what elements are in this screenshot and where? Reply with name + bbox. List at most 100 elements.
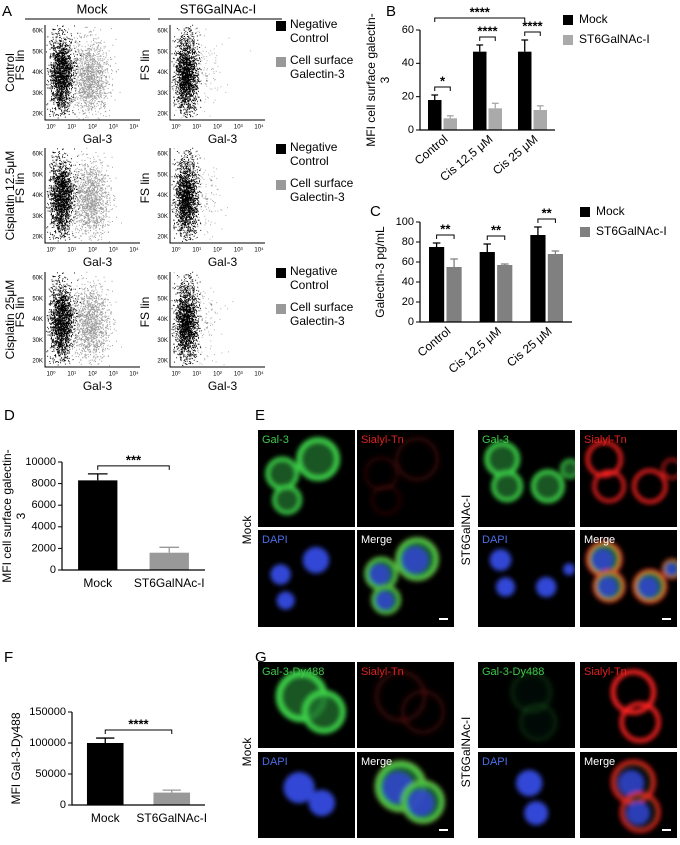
bar [479,252,495,322]
red-membrane [370,484,402,516]
micrograph [478,662,575,748]
plot-axes [44,148,140,244]
y-tick-label: 80 [402,236,414,248]
nucleus [270,564,291,585]
micrograph [357,752,454,838]
micrograph-content [283,772,336,817]
y-tick-label: 30K [32,91,43,97]
x-tick-label: ST6GalNAc-I [134,576,205,590]
nucleus [401,546,429,574]
x-tick-label: 10¹ [192,372,201,378]
y-axis-label-text: MFI cell surface galectin-3 [364,13,392,147]
y-tick-label: 40K [157,317,168,323]
x-tick-label: 10² [88,372,97,378]
row-label: Control [3,53,17,92]
x-tick-label: 10³ [109,248,118,254]
micrograph-content [515,769,549,826]
error-bar [476,44,484,52]
x-axis-label: Gal-3 [208,379,238,393]
channel-label: Merge [584,534,615,546]
bar [443,118,458,130]
y-tick-label: 20 [402,91,414,103]
y-tick-label: 50K [32,296,43,302]
nucleus [302,546,330,574]
nucleus [626,801,651,826]
micrograph-content [484,441,575,504]
legend-entry-text: Negative Control [290,17,338,45]
y-axis-label-group: MFI cell surface galectin-3 [364,13,392,147]
y-tick-label: 20 [402,296,414,308]
y-tick-label: 60K [32,29,43,35]
y-tick-label: 50K [157,296,168,302]
y-tick-label: 4000 [32,521,56,533]
y-tick-label: 2000 [32,542,56,554]
y-axis-label-text: MFI Gal-3-Dy488 [9,712,23,805]
x-tick-label: Cis 12,5 μM [446,324,504,376]
channel-label: DAPI [262,756,288,768]
significance-label: ** [542,205,553,220]
green-membrane [302,690,346,734]
micrograph-content [270,546,330,610]
y-tick-label: 40K [32,193,43,199]
y-axis-label-group: MFI cell surface galectin-3 [0,449,28,582]
red-membrane [370,584,402,616]
y-tick-label: 50K [32,49,43,55]
channel-label: Sialyl-Tn [361,434,404,446]
x-tick-label: 10² [88,248,97,254]
axes [419,222,572,323]
y-tick-label: 20K [157,112,168,118]
y-tick-label: 0 [50,564,56,576]
bar [547,254,564,322]
error-bar [491,102,499,109]
column-header: ST6GalNAc-I [180,1,257,16]
error-bar [431,94,439,100]
x-tick-label: 10¹ [192,125,201,131]
significance-bracket [524,31,541,36]
bar [533,110,548,130]
y-tick-label: 40K [157,193,168,199]
event-dots [46,148,81,242]
bar [517,51,532,130]
y-tick-label: 60K [32,152,43,158]
y-tick-label: 100 [396,216,414,228]
legend-entry-text: Cell surface Galectin-3 [290,53,354,81]
error-bar [446,115,454,119]
y-tick-label: 20K [32,235,43,241]
error-bar [534,226,542,235]
significance-label: **** [470,4,491,19]
legend-swatch [276,180,286,190]
green-membrane [491,470,524,503]
green-signal [521,705,555,739]
y-tick-label: 20K [32,359,43,365]
y-tick-label: 0 [408,316,414,328]
red-membrane [394,536,440,582]
bar [86,743,124,805]
red-membrane [373,669,428,724]
panel-label: D [4,407,15,424]
error-bar [500,263,509,265]
legend-entry: Cell surface Galectin-3 [290,176,353,204]
red-membrane [619,791,661,833]
significance-bracket [537,218,556,223]
panel-label: E [255,407,265,424]
y-tick-label: 0 [408,124,414,136]
event-dots [60,271,122,367]
y-tick-label: 150000 [29,706,66,718]
y-axis-label: FS lin [13,50,27,81]
x-tick-label: 10⁴ [254,371,264,378]
significance-label: **** [477,23,498,38]
green-membrane [272,484,303,515]
x-axis-label: Gal-3 [83,132,113,146]
significance-bracket [104,729,173,735]
plot-axes [169,25,265,121]
red-membrane [585,440,623,478]
x-tick-label: Control [415,324,454,360]
y-tick-label: 50K [157,49,168,55]
y-tick-label: 20K [157,235,168,241]
micrograph [357,430,454,527]
bar [530,235,546,322]
y-tick-label: 30K [157,338,168,344]
micrograph-content [275,670,346,734]
red-membrane [400,779,446,825]
